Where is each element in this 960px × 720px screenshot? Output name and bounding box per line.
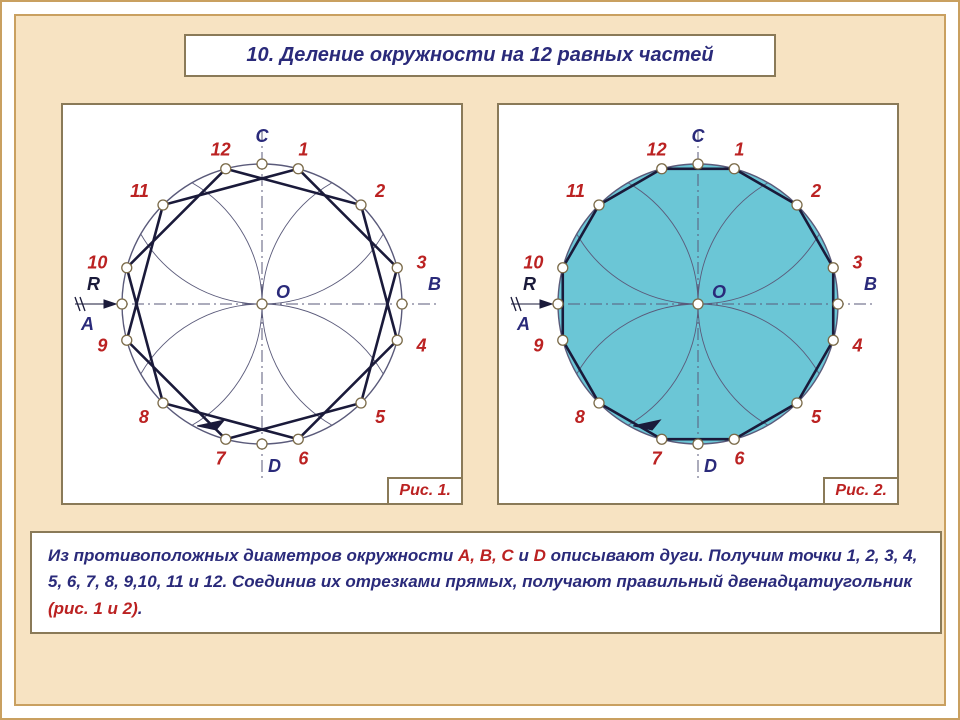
svg-text:C: C [256,126,270,146]
figure-row: 123456789101112ABCDOR Рис. 1. 1234567891… [30,103,930,505]
footer-d: D [534,546,546,565]
svg-text:3: 3 [417,253,427,273]
footer-ref: (рис. 1 и 2) [48,599,138,618]
svg-text:5: 5 [375,407,386,427]
svg-text:D: D [268,456,281,476]
figure-right: 123456789101112ABCDOR Рис. 2. [497,103,899,505]
svg-text:A: A [80,314,94,334]
svg-text:10: 10 [523,253,543,273]
svg-text:R: R [523,274,536,294]
svg-right: 123456789101112ABCDOR [499,105,897,503]
svg-text:10: 10 [87,253,107,273]
svg-text:4: 4 [416,335,427,355]
svg-text:9: 9 [533,335,543,355]
footer-box: Из противоположных диаметров окружности … [30,531,942,634]
svg-text:7: 7 [216,449,227,469]
svg-text:12: 12 [647,139,667,159]
svg-text:O: O [712,282,726,302]
svg-text:6: 6 [734,449,745,469]
footer-end: . [138,599,143,618]
svg-text:11: 11 [130,181,149,201]
svg-text:1: 1 [734,139,744,159]
footer-lead: Из противоположных диаметров окружности [48,546,458,565]
svg-text:1: 1 [298,139,308,159]
svg-text:11: 11 [566,181,585,201]
title-box: 10. Деление окружности на 12 равных част… [184,34,776,77]
svg-text:12: 12 [211,139,231,159]
svg-text:3: 3 [853,253,863,273]
figure-left: 123456789101112ABCDOR Рис. 1. [61,103,463,505]
svg-text:2: 2 [374,181,385,201]
svg-text:4: 4 [852,335,863,355]
outer-frame: 10. Деление окружности на 12 равных част… [0,0,960,720]
svg-text:9: 9 [97,335,107,355]
footer-and: и [514,546,534,565]
svg-text:C: C [692,126,706,146]
svg-text:A: A [516,314,530,334]
svg-text:B: B [864,274,877,294]
caption-left: Рис. 1. [387,477,463,505]
svg-text:R: R [87,274,100,294]
svg-text:5: 5 [811,407,822,427]
svg-text:7: 7 [652,449,663,469]
caption-right: Рис. 2. [823,477,899,505]
svg-text:8: 8 [575,407,585,427]
svg-text:D: D [704,456,717,476]
svg-text:B: B [428,274,441,294]
inner-panel: 10. Деление окружности на 12 равных част… [14,14,946,706]
svg-text:O: O [276,282,290,302]
svg-text:2: 2 [810,181,821,201]
svg-left: 123456789101112ABCDOR [63,105,461,503]
svg-text:8: 8 [139,407,149,427]
svg-text:6: 6 [298,449,309,469]
footer-abcd: A, B, C [458,546,514,565]
page-title: 10. Деление окружности на 12 равных част… [246,44,713,66]
